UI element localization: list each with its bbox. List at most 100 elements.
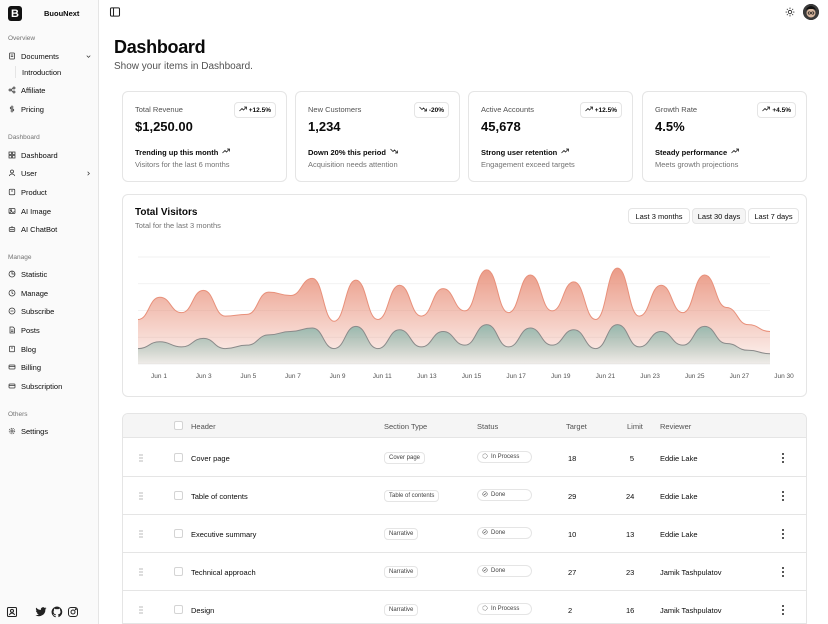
sidebar-item-documents[interactable]: Documents: [8, 50, 92, 62]
sidebar-item-manage[interactable]: Manage: [8, 287, 92, 299]
more-vertical-icon[interactable]: [781, 452, 785, 464]
user-icon: [8, 169, 16, 177]
sidebar-item-ai-chatbot[interactable]: AI ChatBot: [8, 223, 92, 235]
sidebar-toggle-icon[interactable]: [109, 6, 121, 18]
column-status[interactable]: Status: [477, 422, 499, 431]
sidebar-item-statistic[interactable]: Statistic: [8, 268, 92, 280]
trend-up-icon: [762, 105, 771, 115]
drag-handle-icon[interactable]: [139, 606, 143, 614]
range-last-7-days[interactable]: Last 7 days: [748, 208, 799, 224]
status-badge: In Process: [477, 603, 532, 615]
status-badge: In Process: [477, 451, 532, 463]
column-limit[interactable]: Limit: [627, 422, 643, 431]
column-header[interactable]: Header: [191, 422, 216, 431]
page-subtitle: Show your items in Dashboard.: [114, 61, 253, 72]
more-vertical-icon[interactable]: [781, 604, 785, 616]
cell-header[interactable]: Design: [191, 606, 215, 615]
column-reviewer[interactable]: Reviewer: [660, 422, 692, 431]
trend-text: Strong user retention: [481, 147, 558, 157]
theme-toggle-icon[interactable]: [785, 7, 795, 17]
twitter-icon[interactable]: [35, 606, 47, 618]
cell-reviewer[interactable]: Jamik Tashpulatov: [660, 606, 722, 615]
table-row[interactable]: Table of contents Table of contents Done 29…: [123, 477, 806, 515]
cell-target[interactable]: 29: [568, 492, 577, 501]
sidebar-item-label: AI Image: [21, 206, 52, 216]
cell-header[interactable]: Technical approach: [191, 568, 256, 577]
drag-handle-icon[interactable]: [139, 492, 143, 500]
cell-reviewer[interactable]: Eddie Lake: [660, 492, 698, 501]
sidebar-item-ai-image[interactable]: AI Image: [8, 205, 92, 217]
column-section-type[interactable]: Section Type: [384, 422, 428, 431]
row-checkbox[interactable]: [174, 567, 183, 576]
x-tick-label: Jun 13: [417, 373, 437, 380]
sidebar-item-billing[interactable]: Billing: [8, 361, 92, 373]
cell-header[interactable]: Executive summary: [191, 530, 257, 539]
x-tick-label: Jun 17: [506, 373, 526, 380]
sidebar-item-settings[interactable]: Settings: [8, 425, 92, 437]
sidebar-item-posts[interactable]: Posts: [8, 324, 92, 336]
table-row[interactable]: Technical approach Narrative Done 27 23 Jamik…: [123, 553, 806, 591]
table-row[interactable]: Executive summary Narrative Done 10 13 Eddie …: [123, 515, 806, 553]
sidebar-item-label: Billing: [21, 362, 42, 372]
cell-reviewer[interactable]: Jamik Tashpulatov: [660, 568, 722, 577]
cell-target[interactable]: 18: [568, 454, 577, 463]
sidebar-item-subscribe[interactable]: Subscribe: [8, 305, 92, 317]
stat-card: Active Accounts 45,678 +12.5% Strong user r…: [468, 91, 633, 182]
instagram-icon[interactable]: [67, 606, 79, 618]
cell-target[interactable]: 2: [568, 606, 573, 615]
clock-icon: [8, 289, 16, 297]
sidebar-item-user[interactable]: User: [8, 167, 92, 179]
more-vertical-icon[interactable]: [781, 490, 785, 502]
stat-label: Active Accounts: [481, 105, 534, 114]
badge-text: +12.5%: [248, 106, 271, 114]
row-checkbox[interactable]: [174, 605, 183, 614]
table-row[interactable]: Cover page Cover page In Process 18 5 Eddie L…: [123, 439, 806, 477]
x-tick-label: Jun 21: [596, 373, 616, 380]
table-header: Header Section Type Status Target Limit …: [123, 414, 806, 438]
row-checkbox[interactable]: [174, 453, 183, 462]
cell-header[interactable]: Table of contents: [191, 492, 248, 501]
sidebar-item-introduction[interactable]: Introduction: [15, 66, 61, 78]
cell-reviewer[interactable]: Eddie Lake: [660, 530, 698, 539]
range-last-30-days[interactable]: Last 30 days: [692, 208, 746, 224]
cell-target[interactable]: 27: [568, 568, 577, 577]
more-vertical-icon[interactable]: [781, 566, 785, 578]
contact-icon[interactable]: [6, 606, 18, 618]
github-icon[interactable]: [51, 606, 63, 618]
series-line-0: [137, 267, 771, 332]
book-icon: [8, 345, 16, 353]
cell-target[interactable]: 10: [568, 530, 577, 539]
drag-handle-icon[interactable]: [139, 454, 143, 462]
cell-reviewer[interactable]: Eddie Lake: [660, 454, 698, 463]
group-label-others: Others: [8, 411, 28, 418]
cell-limit[interactable]: 16: [626, 606, 635, 615]
trend-down-icon: [419, 105, 427, 115]
cell-header[interactable]: Cover page: [191, 454, 230, 463]
range-last-3-months[interactable]: Last 3 months: [628, 208, 690, 224]
sidebar-item-affiliate[interactable]: Affiliate: [8, 84, 92, 96]
column-target[interactable]: Target: [566, 422, 587, 431]
cell-limit[interactable]: 23: [626, 568, 635, 577]
section-type-badge: Narrative: [384, 528, 419, 540]
status-badge: Done: [477, 527, 532, 539]
sidebar-item-pricing[interactable]: Pricing: [8, 103, 92, 115]
drag-handle-icon[interactable]: [139, 568, 143, 576]
avatar[interactable]: [803, 4, 819, 20]
drag-handle-icon[interactable]: [139, 530, 143, 538]
sidebar-item-dashboard[interactable]: Dashboard: [8, 149, 92, 161]
cell-limit[interactable]: 5: [629, 454, 634, 463]
more-vertical-icon[interactable]: [781, 528, 785, 540]
cell-limit[interactable]: 13: [626, 530, 635, 539]
sidebar-item-blog[interactable]: Blog: [8, 343, 92, 355]
row-checkbox[interactable]: [174, 529, 183, 538]
section-type-badge: Table of contents: [384, 490, 440, 502]
select-all-checkbox[interactable]: [174, 421, 183, 430]
sidebar-item-subscription[interactable]: Subscription: [8, 380, 92, 392]
cell-limit[interactable]: 24: [626, 492, 635, 501]
sidebar-item-product[interactable]: Product: [8, 186, 92, 198]
x-tick-label: Jun 3: [196, 373, 212, 380]
table-row[interactable]: Design Narrative In Process 2 16 Jamik Tashpu…: [123, 591, 806, 623]
row-checkbox[interactable]: [174, 491, 183, 500]
brand[interactable]: B BuouNext: [8, 6, 79, 21]
grid-icon: [8, 151, 16, 159]
